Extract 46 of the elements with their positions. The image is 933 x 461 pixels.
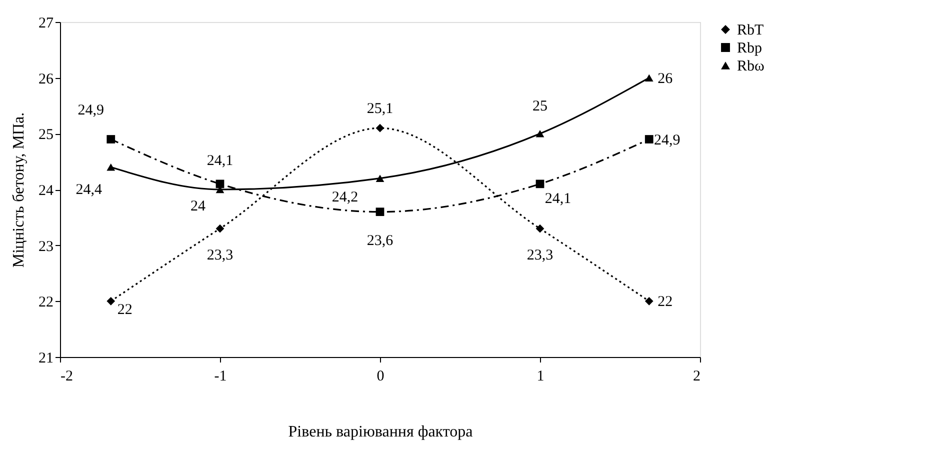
y-tick-label: 23 — [38, 238, 54, 255]
y-tick-label: 26 — [38, 71, 54, 88]
data-label: 24,4 — [76, 182, 103, 198]
x-axis-title: Рівень варіювання фактора — [288, 424, 473, 440]
data-label: 24,9 — [78, 102, 104, 118]
legend-label: Rbp — [737, 40, 762, 56]
data-label: 25,1 — [366, 101, 394, 118]
data-label: 24,1 — [544, 190, 572, 207]
data-label: 24,9 — [654, 132, 680, 148]
data-label: 25 — [532, 98, 548, 115]
point — [106, 164, 116, 171]
point — [216, 224, 224, 233]
point — [536, 224, 544, 233]
point — [376, 124, 384, 132]
point — [644, 296, 654, 306]
x-tick-label: 1 — [536, 368, 544, 384]
data-label: 23,6 — [366, 232, 394, 249]
x-tick-label: -2 — [60, 368, 73, 384]
x-tick-label: 2 — [693, 368, 700, 384]
x-tick-label: -1 — [214, 368, 227, 384]
point — [536, 180, 544, 188]
x-tick-label: 0 — [376, 368, 384, 384]
data-label: 22 — [117, 302, 132, 318]
point — [536, 130, 544, 138]
data-label: 24,1 — [206, 152, 234, 169]
point — [106, 296, 116, 306]
data-label: 23,3 — [206, 248, 234, 264]
y-axis-title: Міцність бетону, МПа. — [10, 112, 28, 268]
y-tick-label: 21 — [38, 350, 54, 366]
legend-label: Rbω — [737, 58, 765, 74]
point — [644, 74, 654, 82]
data-label: 26 — [658, 70, 674, 87]
data-label: 24 — [190, 198, 206, 214]
data-label: 23,3 — [526, 248, 554, 264]
data-label: 22 — [658, 294, 673, 310]
y-tick-label: 27 — [38, 16, 54, 32]
y-tick-label: 24 — [38, 183, 54, 199]
y-tick-label: 25 — [38, 127, 54, 144]
point — [644, 135, 654, 144]
point — [216, 180, 224, 188]
point — [376, 174, 384, 182]
y-tick-label: 22 — [38, 294, 54, 311]
data-label: 24,2 — [332, 189, 358, 206]
point — [376, 208, 384, 216]
legend-label: RbT — [737, 22, 764, 38]
point — [106, 135, 116, 144]
